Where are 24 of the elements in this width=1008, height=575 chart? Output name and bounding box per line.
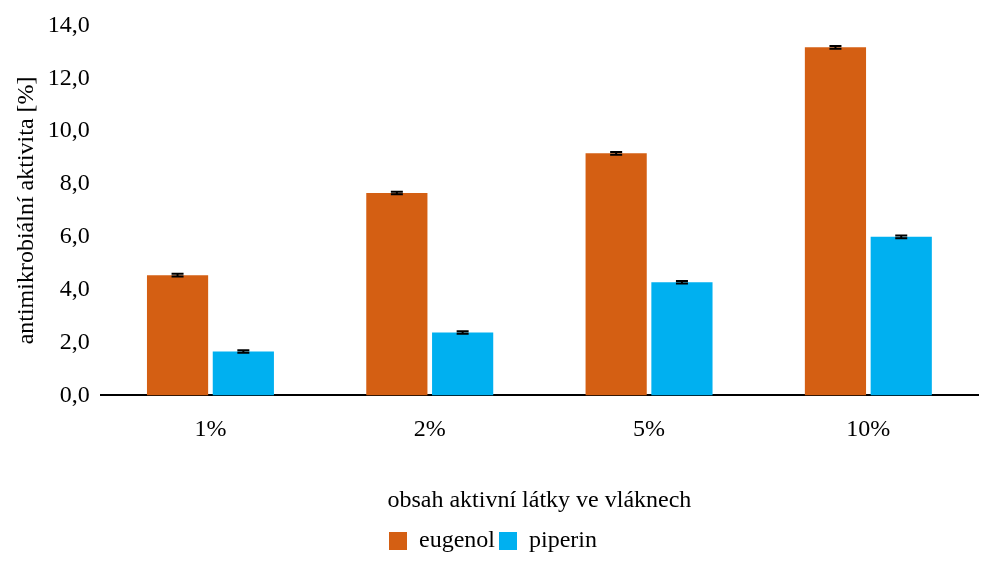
- x-tick-label: 10%: [846, 415, 891, 442]
- legend-label: piperin: [529, 526, 597, 553]
- bar: [804, 47, 867, 396]
- y-tick-label: 4,0: [59, 274, 90, 301]
- y-tick-label: 2,0: [59, 327, 90, 354]
- bar: [432, 332, 494, 396]
- y-tick-label: 10,0: [47, 116, 90, 143]
- y-tick-label: 8,0: [59, 169, 90, 196]
- bar: [870, 236, 932, 396]
- y-tick-label: 12,0: [47, 63, 90, 90]
- bar: [585, 153, 647, 396]
- bar: [212, 351, 274, 396]
- y-tick-label: 6,0: [59, 222, 90, 249]
- x-tick-label: 1%: [194, 415, 227, 442]
- bar: [651, 282, 713, 396]
- bar: [146, 275, 209, 396]
- x-tick-label: 2%: [413, 415, 446, 442]
- x-tick-label: 5%: [633, 415, 666, 442]
- x-axis-title: obsah aktivní látky ve vláknech: [387, 485, 692, 512]
- legend-label: eugenol: [419, 526, 496, 553]
- bar: [366, 192, 428, 396]
- y-tick-label: 0,0: [59, 380, 90, 407]
- y-tick-label: 14,0: [47, 10, 90, 37]
- y-axis-title: antimikrobiální aktivita [%]: [11, 76, 38, 345]
